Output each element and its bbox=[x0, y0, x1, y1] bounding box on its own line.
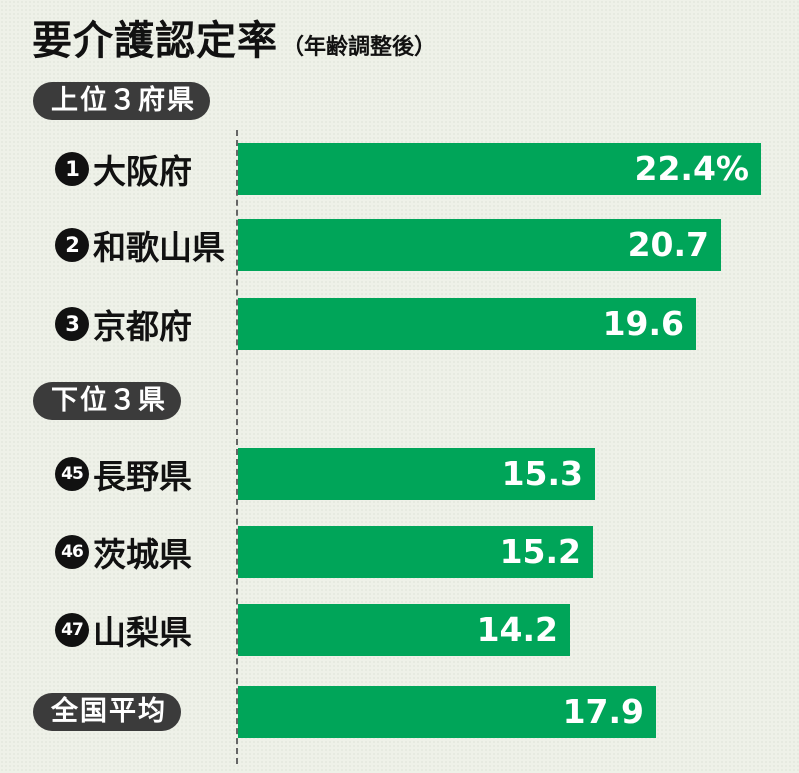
rank-badge-icon: 1 bbox=[55, 152, 89, 186]
prefecture-name: 山梨県 bbox=[93, 613, 192, 652]
row-rank-2-bar bbox=[238, 219, 721, 271]
rank-badge-icon: 47 bbox=[55, 613, 89, 647]
row-rank-1-label: 1 大阪府 bbox=[55, 143, 192, 195]
chart-title-main: 要介護認定率 bbox=[32, 18, 278, 64]
row-rank-1-value-label: 22.4% bbox=[634, 149, 750, 188]
row-rank-46-bar bbox=[238, 526, 593, 578]
row-rank-45-label: 45 長野県 bbox=[55, 448, 192, 500]
chart-title: 要介護認定率 （年齢調整後） bbox=[32, 8, 436, 66]
row-rank-45-bar bbox=[238, 448, 595, 500]
row-rank-45-value-label: 15.3 bbox=[501, 454, 583, 493]
row-rank-46-value-label: 15.2 bbox=[499, 532, 581, 571]
national-average-value-label: 17.9 bbox=[562, 692, 644, 731]
rank-badge-icon: 46 bbox=[55, 535, 89, 569]
row-rank-2-value-label: 20.7 bbox=[627, 225, 709, 264]
prefecture-name: 大阪府 bbox=[93, 152, 192, 191]
national-average-bar bbox=[238, 686, 656, 738]
row-rank-3-value-label: 19.6 bbox=[602, 304, 684, 343]
prefecture-name: 京都府 bbox=[93, 307, 192, 346]
prefecture-name: 和歌山県 bbox=[93, 228, 225, 267]
rank-badge-icon: 2 bbox=[55, 228, 89, 262]
row-rank-47-bar bbox=[238, 604, 570, 656]
prefecture-name: 長野県 bbox=[93, 457, 192, 496]
group-label-top: 上位３府県 bbox=[33, 82, 210, 120]
row-rank-47-value-label: 14.2 bbox=[476, 610, 558, 649]
row-rank-1-bar bbox=[238, 143, 761, 195]
row-rank-46-label: 46 茨城県 bbox=[55, 526, 192, 578]
rank-badge-icon: 3 bbox=[55, 307, 89, 341]
row-rank-47-label: 47 山梨県 bbox=[55, 604, 192, 656]
row-rank-2-label: 2 和歌山県 bbox=[55, 219, 225, 271]
rank-badge-icon: 45 bbox=[55, 457, 89, 491]
axis-line bbox=[236, 130, 238, 764]
chart-subtitle: （年齢調整後） bbox=[282, 35, 437, 60]
average-label: 全国平均 bbox=[33, 693, 181, 731]
group-label-bottom: 下位３県 bbox=[33, 382, 181, 420]
prefecture-name: 茨城県 bbox=[93, 535, 192, 574]
row-rank-3-bar bbox=[238, 298, 696, 350]
row-rank-3-label: 3 京都府 bbox=[55, 298, 192, 350]
